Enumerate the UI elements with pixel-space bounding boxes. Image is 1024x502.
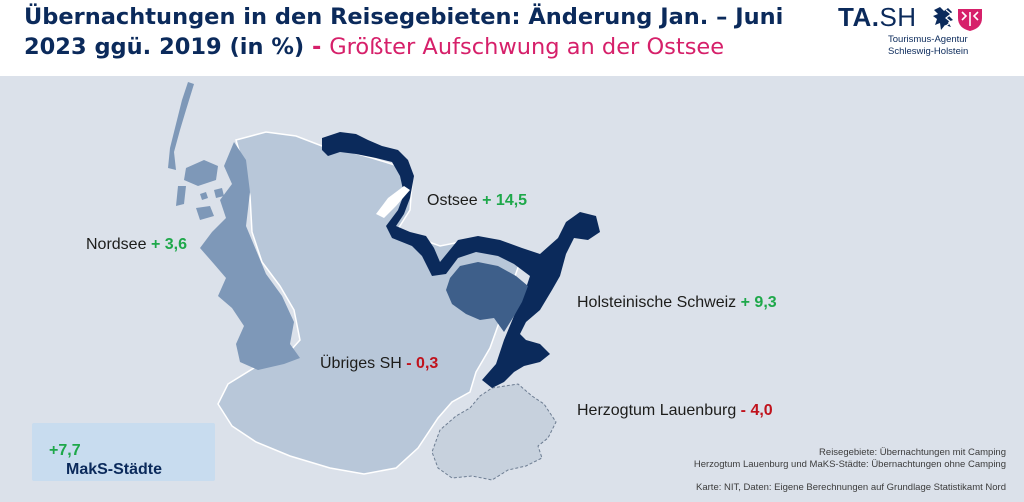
value-holstein-schweiz: + 9,3 — [740, 294, 777, 311]
note-line-1: Reisegebiete: Übernachtungen mit Camping — [819, 447, 1006, 458]
logo-tagline-1: Tourismus-Agentur — [888, 34, 968, 45]
page-title: Übernachtungen in den Reisegebieten: Änd… — [24, 2, 814, 62]
region-lauenburg — [431, 383, 557, 481]
value-ostsee: + 14,5 — [482, 192, 528, 209]
island-amrum — [176, 186, 186, 206]
title-separator: - — [312, 34, 322, 60]
label-nordsee: Nordsee + 3,6 — [86, 236, 187, 253]
sh-coat-of-arms-icon — [933, 7, 982, 31]
title-line1: Übernachtungen in den Reisegebieten: Änd… — [24, 4, 784, 30]
note-line-2: Herzogtum Lauenburg und MaKS-Städte: Übe… — [693, 459, 1006, 470]
maks-label: MakS-Städte — [66, 461, 163, 478]
region-ostsee — [322, 132, 600, 388]
schlei-inlet — [376, 186, 410, 218]
island-sylt — [168, 82, 194, 170]
value-nordsee: + 3,6 — [150, 236, 187, 253]
island-pellworm — [196, 206, 214, 220]
value-lauenburg: - 4,0 — [740, 402, 773, 419]
region-nordsee — [200, 142, 300, 370]
island-halligen — [200, 188, 224, 200]
header: Übernachtungen in den Reisegebieten: Änd… — [0, 0, 1024, 76]
label-lauenburg: Herzogtum Lauenburg - 4,0 — [577, 402, 773, 419]
label-uebriges-sh: Übriges SH - 0,3 — [320, 355, 439, 372]
ta-sh-logo: TA.SH Tourismus-Agentur Schleswig-Holste… — [838, 2, 988, 68]
logo-wordmark: TA.SH — [838, 2, 917, 32]
title-line2: 2023 ggü. 2019 (in %) — [24, 34, 305, 60]
region-holstein-schweiz — [446, 262, 528, 332]
maks-value: +7,7 — [49, 442, 81, 459]
label-ostsee: Ostsee + 14,5 — [427, 192, 528, 209]
island-foehr — [184, 160, 218, 186]
map-notes: Reisegebiete: Übernachtungen mit Camping… — [694, 447, 1006, 471]
source-note: Karte: NIT, Daten: Eigene Berechnungen a… — [696, 482, 1006, 493]
page-subtitle: Größter Aufschwung an der Ostsee — [329, 34, 725, 60]
logo-tagline-2: Schleswig-Holstein — [888, 46, 969, 57]
label-holstein-schweiz: Holsteinische Schweiz + 9,3 — [577, 294, 777, 311]
maks-staedte-box: MakS-Städte +7,7 — [32, 423, 215, 481]
value-uebriges-sh: - 0,3 — [406, 355, 439, 372]
